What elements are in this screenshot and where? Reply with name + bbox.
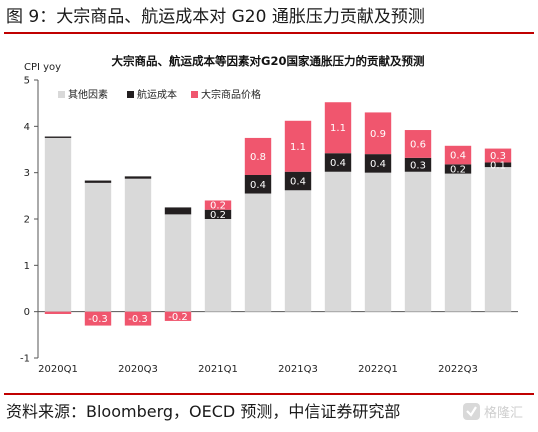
x-tick-label: 2022Q1 [358,364,398,375]
x-tick-label: 2020Q1 [38,364,78,375]
bar-other-2022Q3 [444,173,472,312]
legend-swatch-commodity [191,91,198,98]
bar-shipping-2022Q3 [444,164,472,174]
data-label: 0.6 [410,139,426,150]
title-divider [4,32,534,34]
bar-shipping-2022Q2 [404,157,432,172]
bar-commodity-2021Q4 [324,102,352,154]
bar-other-2020Q1 [44,137,72,312]
data-label: 0.3 [410,160,426,171]
y-tick-label: 5 [24,76,30,87]
data-label: 0.4 [330,158,346,169]
bar-other-2021Q1 [204,219,232,312]
bars [44,102,512,326]
data-label: -0.3 [88,314,108,325]
data-label: 0.2 [210,210,226,221]
bar-commodity-2022Q3 [444,145,472,165]
legend-swatch-shipping [127,91,134,98]
bar-other-2022Q4 [484,167,512,312]
source-note: 资料来源：Bloomberg，OECD 预测，中信证券研究部 [6,402,401,421]
bar-commodity-2021Q1 [204,200,232,210]
bar-shipping-2021Q4 [324,153,352,172]
bar-shipping-2022Q4 [484,162,512,168]
bar-shipping-2021Q3 [284,171,312,191]
y-tick-label: 0 [24,307,30,318]
y-tick-label: -1 [20,354,30,365]
bar-shipping-2020Q4 [164,207,192,215]
x-tick-label: 2020Q3 [118,364,158,375]
bar-shipping-2020Q1 [44,136,72,138]
bar-other-2021Q3 [284,190,312,312]
legend-label-commodity: 大宗商品价格 [201,88,261,101]
data-label: 0.4 [450,151,466,162]
data-label: 1.1 [330,123,346,134]
data-label: 0.1 [490,160,506,171]
data-label: -0.2 [168,312,188,323]
bar-commodity-2020Q1 [44,311,72,314]
data-label: 0.9 [370,129,386,140]
bar-shipping-2020Q2 [84,180,112,183]
bar-other-2022Q1 [364,172,392,312]
y-tick-label: 1 [24,261,30,272]
bar-other-2020Q4 [164,214,192,312]
bar-commodity-2020Q3 [124,311,152,326]
data-label: 1.1 [290,142,306,153]
legend: 其他因素 航运成本 大宗商品价格 [58,88,261,101]
bar-other-2022Q2 [404,171,432,312]
x-tick-label: 2021Q3 [278,364,318,375]
legend-label-shipping: 航运成本 [137,88,177,101]
y-tick-label: 3 [24,168,30,179]
legend-swatch-other [58,91,65,98]
y-axis-label: CPI yoy [24,62,61,73]
bar-commodity-2020Q2 [84,311,112,326]
svg-text:格隆汇: 格隆汇 [484,405,523,421]
bar-other-2020Q3 [124,178,152,312]
bar-commodity-2020Q4 [164,311,192,321]
bar-shipping-2021Q2 [244,174,272,194]
bar-commodity-2021Q3 [284,120,312,172]
x-tick-label: 2022Q3 [438,364,478,375]
legend-label-other: 其他因素 [68,88,108,101]
x-tick-label: 2021Q1 [198,364,238,375]
y-tick-label: 2 [24,215,30,226]
bar-commodity-2022Q1 [364,112,392,155]
bar-commodity-2022Q2 [404,130,432,158]
data-label: 0.2 [450,164,466,175]
bar-other-2021Q2 [244,193,272,312]
y-tick-label: 4 [24,122,30,133]
bar-shipping-2022Q1 [364,154,392,173]
chart-title: 大宗商品、航运成本等因素对G20国家通胀压力的贡献及预测 [112,54,425,68]
axes: -1 0 1 2 3 4 5 2020Q1 2020Q3 2021Q1 2021Q3 2022Q1 20… [20,76,518,375]
data-label: 0.3 [490,151,506,162]
bar-commodity-2021Q2 [244,137,272,175]
bar-shipping-2021Q1 [204,209,232,219]
data-label: 0.4 [250,180,266,191]
bar-other-2020Q2 [84,182,112,312]
figure-title: 图 9：大宗商品、航运成本对 G20 通胀压力贡献及预测 [6,7,425,27]
data-label: 0.4 [370,159,386,170]
gelonghui-watermark-logo: 格隆汇 [463,403,523,421]
stacked-bar-chart: 大宗商品、航运成本等因素对G20国家通胀压力的贡献及预测 CPI yoy -1 0… [20,54,518,375]
data-label: 0.4 [290,177,306,188]
data-label: -0.3 [128,314,148,325]
bar-shipping-2020Q3 [124,176,152,179]
data-label: 0.2 [210,201,226,212]
bar-commodity-2022Q4 [484,148,512,163]
data-labels: -0.3 -0.3 -0.20.20.20.40.80.41.10.41.10.40… [88,123,506,325]
footer-divider [4,393,534,395]
bar-other-2021Q4 [324,171,352,312]
data-label: 0.8 [250,152,266,163]
